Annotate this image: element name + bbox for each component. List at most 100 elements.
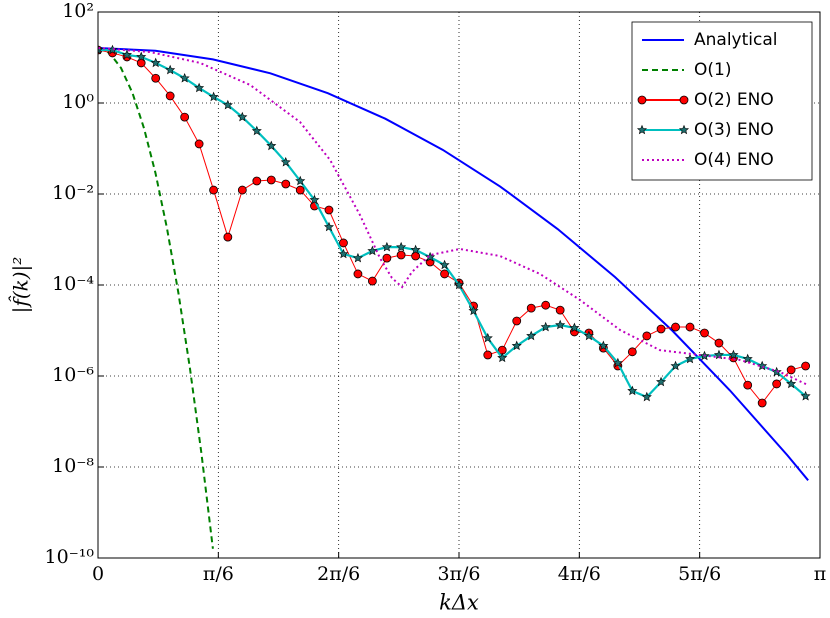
marker: [772, 379, 782, 389]
legend-label: O(4) ENO: [694, 150, 774, 170]
x-tick-label: π: [814, 563, 827, 585]
marker: [743, 380, 753, 390]
marker: [627, 347, 637, 357]
marker: [656, 376, 667, 387]
marker: [309, 194, 320, 205]
legend-marker: [679, 95, 689, 105]
marker: [684, 353, 696, 364]
marker: [468, 305, 479, 316]
marker: [338, 248, 349, 259]
series-line: [98, 46, 809, 387]
marker: [150, 57, 161, 68]
marker: [136, 51, 147, 62]
marker: [237, 111, 248, 122]
marker: [656, 324, 666, 334]
marker: [367, 245, 378, 256]
marker: [541, 300, 551, 310]
y-tick-label: 10²: [62, 0, 94, 22]
marker: [482, 332, 493, 343]
marker: [165, 64, 176, 75]
marker: [714, 338, 724, 348]
marker: [642, 331, 652, 341]
marker: [209, 185, 218, 195]
x-tick-label: 4π/6: [558, 563, 601, 585]
marker: [280, 156, 291, 167]
marker: [179, 72, 190, 83]
marker: [685, 322, 695, 332]
marker: [512, 316, 522, 326]
marker: [98, 44, 104, 55]
legend-label: O(2) ENO: [694, 90, 774, 110]
marker: [252, 176, 262, 186]
marker: [526, 330, 537, 341]
marker: [324, 205, 334, 215]
y-tick-label: 10⁻⁸: [52, 455, 94, 477]
marker: [208, 91, 219, 102]
series-line: [98, 46, 809, 481]
marker: [237, 185, 247, 195]
marker: [511, 340, 522, 351]
marker: [165, 91, 175, 101]
marker: [497, 352, 508, 363]
marker: [454, 279, 465, 290]
marker: [425, 251, 436, 262]
legend-marker: [637, 95, 647, 105]
y-tick-label: 10⁻⁴: [52, 273, 94, 295]
marker: [801, 361, 811, 371]
marker: [194, 82, 205, 93]
marker: [222, 99, 233, 110]
x-tick-label: π/6: [203, 563, 234, 585]
marker: [742, 353, 753, 364]
marker: [757, 398, 767, 408]
marker: [540, 321, 551, 332]
marker: [627, 385, 638, 396]
marker: [700, 328, 709, 338]
marker: [641, 391, 652, 402]
marker: [323, 221, 335, 232]
marker: [368, 276, 377, 286]
marker: [281, 179, 291, 189]
marker: [439, 259, 450, 270]
marker: [396, 250, 406, 260]
x-tick-label: 5π/6: [678, 563, 721, 585]
x-axis-label: kΔx: [439, 591, 479, 615]
marker: [569, 322, 580, 333]
ticks: 0 π/6 2π/6 3π/6 4π/6 5π/6 π 10² 10⁰ 10⁻² 10⁻⁴ 10⁻⁶ 1…: [45, 0, 827, 585]
marker: [382, 253, 392, 263]
legend-label: O(3) ENO: [694, 120, 774, 140]
marker: [671, 322, 680, 332]
marker: [786, 378, 797, 389]
marker: [353, 269, 363, 279]
marker: [612, 357, 623, 368]
x-tick-label: 3π/6: [437, 563, 480, 585]
marker: [121, 49, 132, 60]
marker: [295, 175, 306, 186]
marker: [598, 340, 609, 351]
marker: [786, 365, 796, 375]
marker: [757, 360, 768, 371]
marker: [583, 330, 594, 341]
marker: [440, 269, 449, 279]
marker: [526, 303, 536, 313]
marker: [800, 390, 811, 401]
marker: [381, 241, 392, 252]
series-line: [98, 47, 214, 549]
y-tick-label: 10⁻²: [52, 182, 94, 204]
marker: [352, 252, 363, 263]
plot-area: [98, 44, 811, 549]
legend-marker: [636, 124, 648, 135]
marker: [339, 238, 348, 248]
marker: [251, 125, 262, 136]
marker: [180, 112, 190, 122]
marker: [396, 241, 407, 252]
x-tick-label: 0: [92, 563, 104, 585]
marker: [670, 360, 681, 371]
legend: Analytical O(1) O(2) ENO O(3) ENO O(4) ENO: [631, 21, 813, 181]
marker: [223, 232, 233, 242]
y-tick-label: 10⁰: [62, 91, 94, 113]
marker: [728, 349, 739, 360]
marker: [555, 319, 566, 330]
legend-label: Analytical: [694, 30, 777, 50]
marker: [410, 244, 421, 255]
